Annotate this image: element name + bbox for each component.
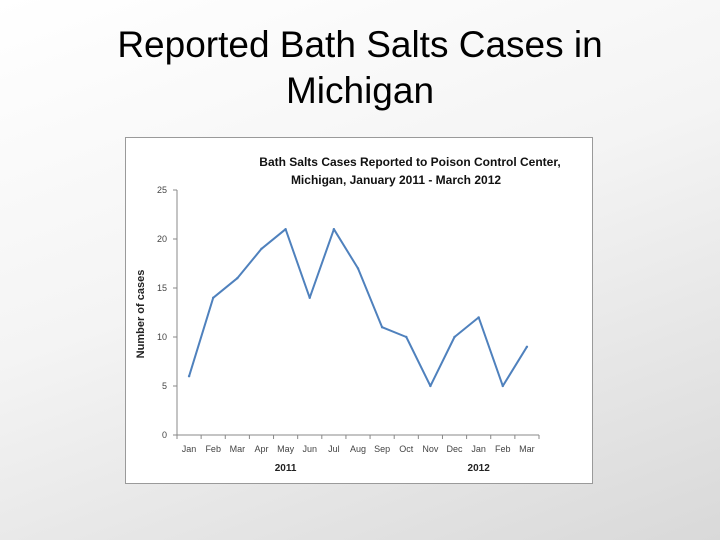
data-point [525,345,529,348]
data-point [453,335,456,339]
data-point [429,384,432,388]
slide-title-line-2: Michigan [285,70,435,111]
data-point [236,277,239,280]
year-label: 2012 [468,463,491,474]
x-tick-label: Mar [519,444,535,454]
data-point [356,267,360,270]
y-tick-label: 25 [157,185,167,195]
data-point [260,247,263,250]
x-tick-label: Aug [350,444,366,454]
chart-title-line-1: Bath Salts Cases Reported to Poison Cont… [259,155,560,169]
year-label: 2011 [275,463,297,474]
y-tick-label: 20 [157,234,167,244]
x-tick-label: Jun [302,444,317,454]
x-tick-label: Feb [205,444,221,454]
chart-title-line-2: Michigan, January 2011 - March 2012 [291,173,501,187]
y-tick-label: 10 [157,332,167,342]
data-point [308,296,311,299]
data-point [332,228,336,231]
x-tick-label: Feb [495,444,511,454]
axes-group: 0 5 10 15 20 25 Jan Feb Mar Apr May Jun Jul Aug Sep Oct… [157,185,540,474]
x-tick-label: Sep [374,444,390,454]
x-tick-label: Apr [254,444,268,454]
slide-title-line-1: Reported Bath Salts Cases in [117,24,603,65]
y-axis-label: Number of cases [135,270,147,359]
x-tick-label: May [277,444,295,454]
y-tick-label: 15 [157,283,167,293]
data-point [212,296,215,299]
series-line [188,228,528,387]
x-tick-label: Oct [399,444,414,454]
x-tick-label: Jul [328,444,340,454]
line-chart: Bath Salts Cases Reported to Poison Cont… [135,155,561,474]
series-group [187,228,529,388]
y-tick-label: 5 [162,381,167,391]
data-point [477,316,480,319]
x-tick-label: Nov [422,444,439,454]
data-point [405,335,408,339]
slide-title: Reported Bath Salts Cases in Michigan [0,22,720,114]
data-point [187,375,191,378]
y-tick-label: 0 [162,430,167,440]
data-point [284,228,287,231]
x-tick-label: Jan [182,444,197,454]
x-tick-label: Mar [230,444,246,454]
data-point [501,384,504,388]
chart-frame: Bath Salts Cases Reported to Poison Cont… [125,137,593,484]
x-tick-label: Dec [447,444,464,454]
data-point [380,326,384,329]
x-tick-label: Jan [471,444,486,454]
